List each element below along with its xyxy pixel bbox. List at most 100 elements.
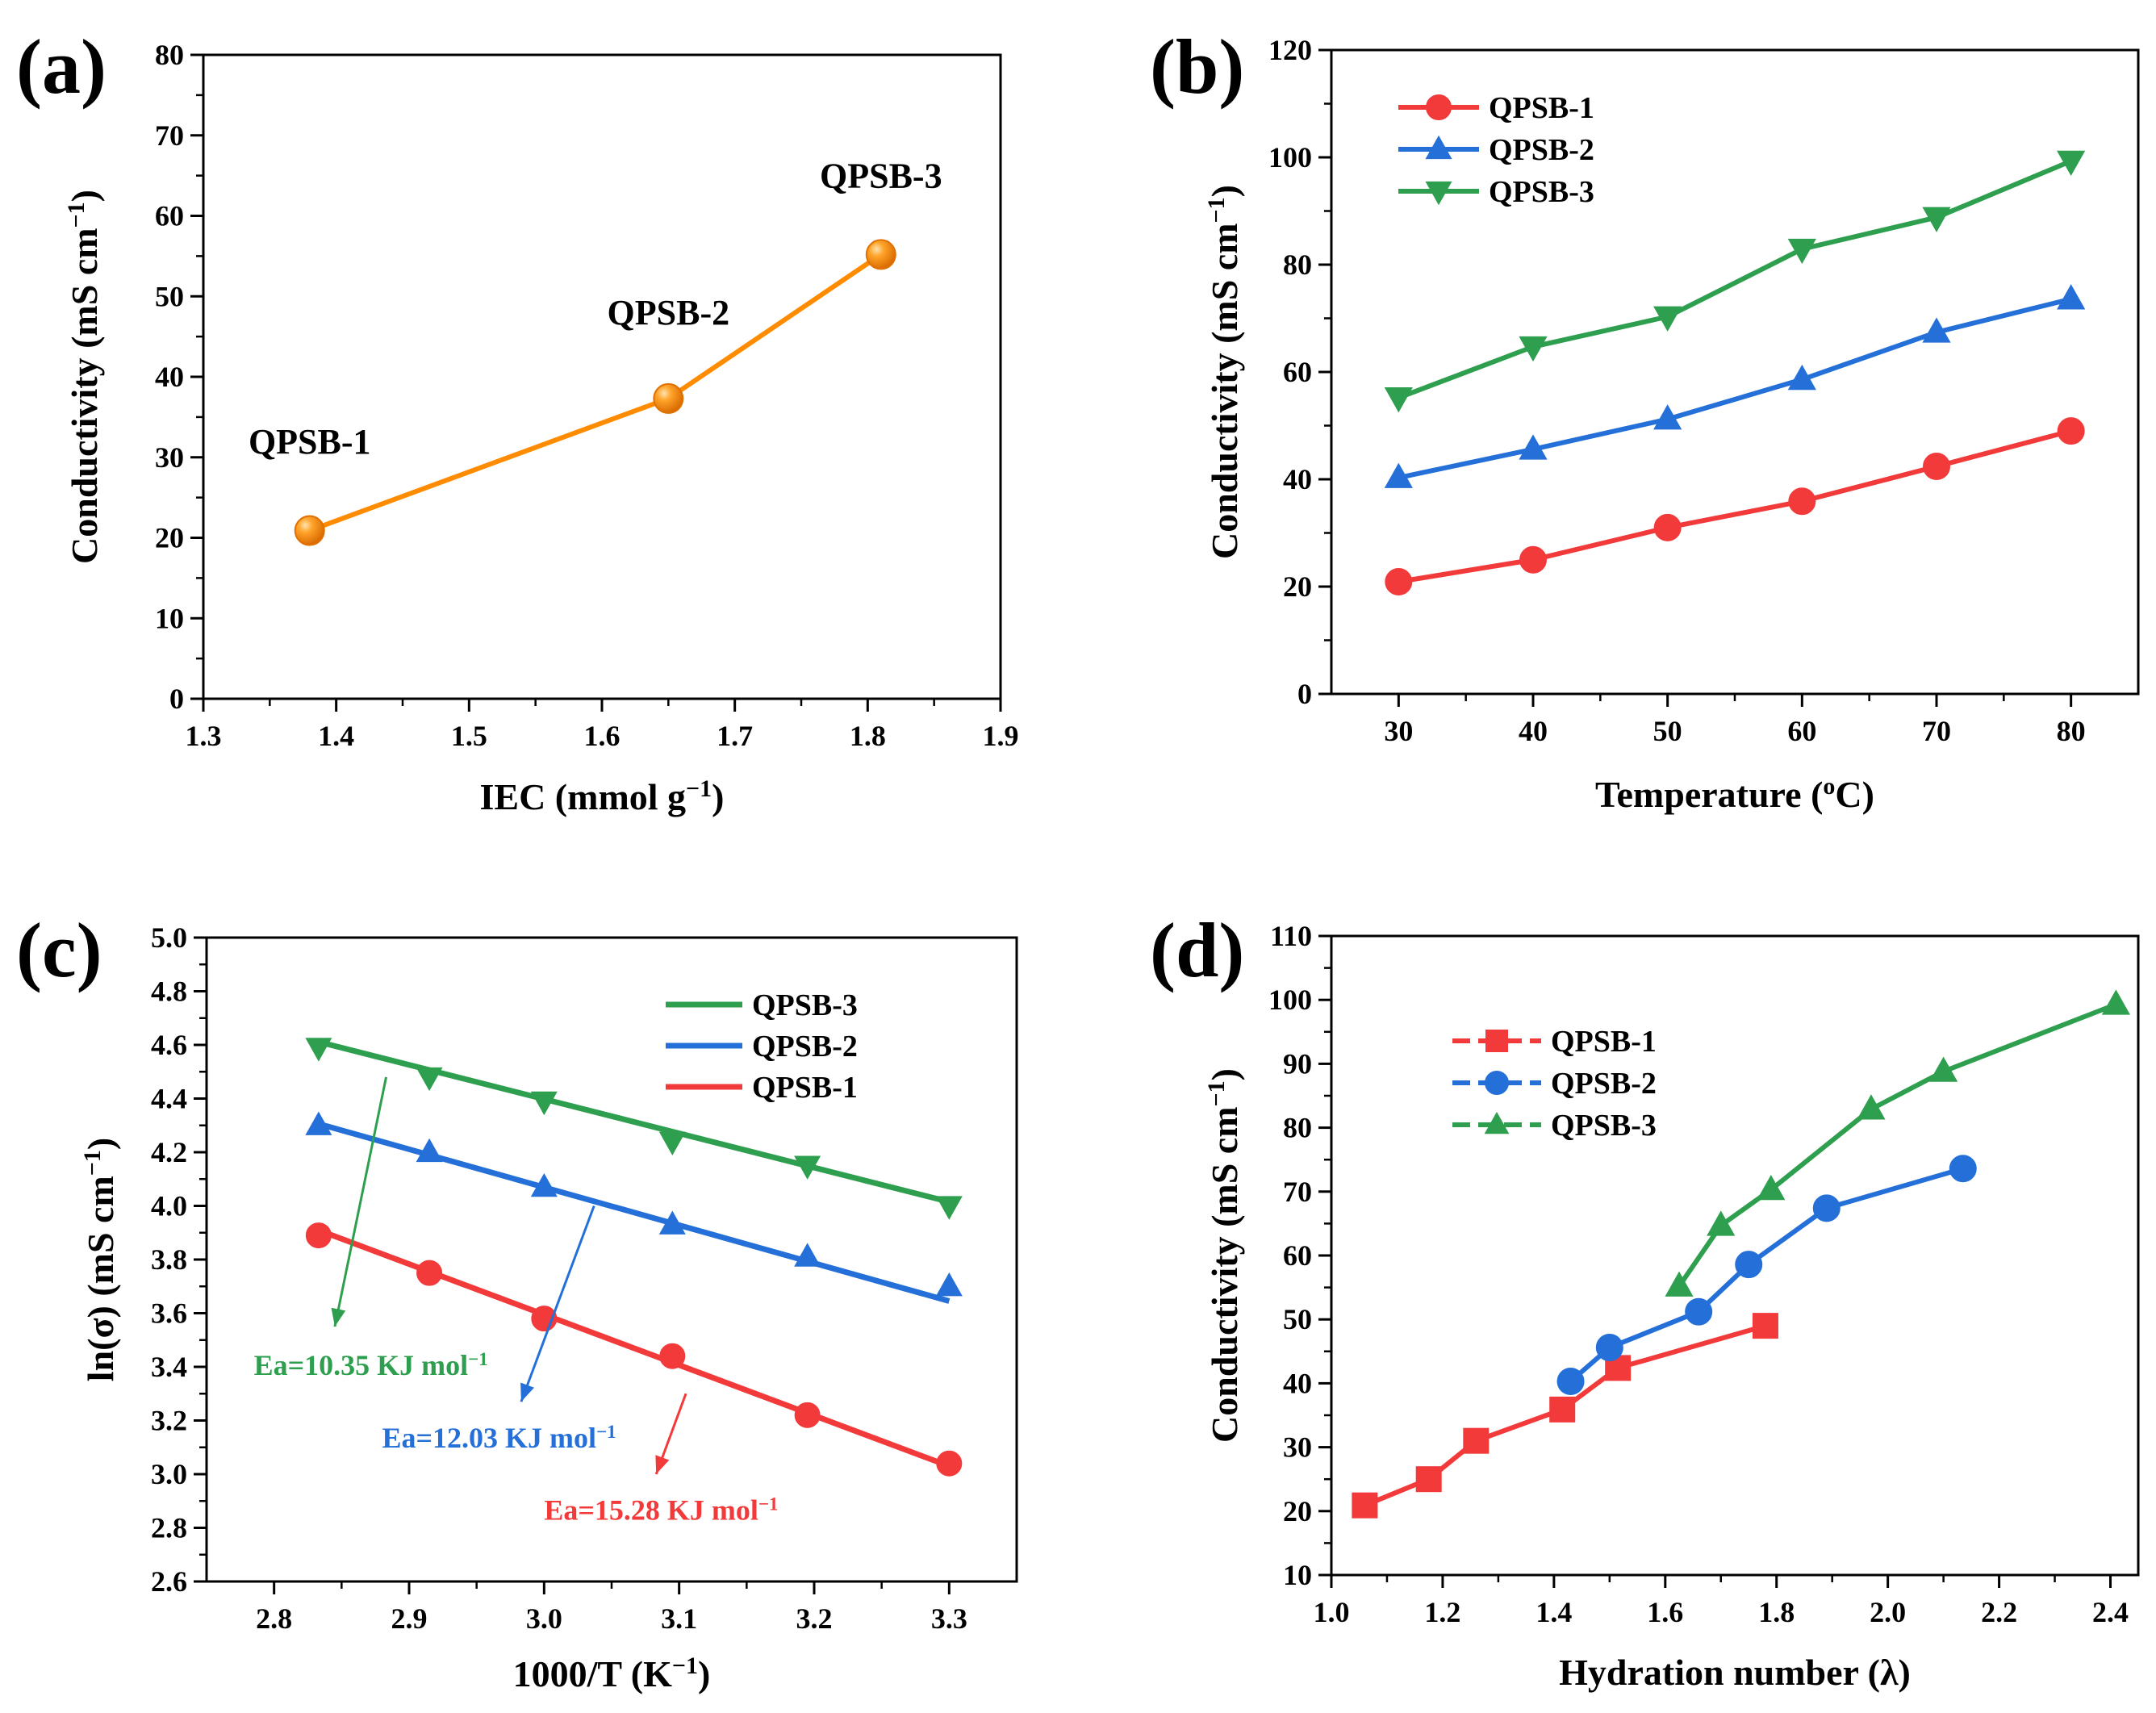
y-tick-label: 60 [1283, 356, 1312, 388]
data-point [1352, 1492, 1378, 1519]
fit-line [313, 1120, 951, 1304]
y-tick-label: 10 [155, 602, 184, 634]
legend-marker [1425, 181, 1452, 206]
y-axis-label-end: ) [1204, 1068, 1245, 1080]
data-point [1923, 453, 1950, 481]
y-tick-label: 50 [155, 280, 184, 312]
x-tick-label: 1.3 [186, 720, 222, 752]
annotation-label: Ea=12.03 KJ mol−1 [382, 1421, 616, 1454]
data-point [530, 1172, 558, 1197]
y-axis-label-sup: −1 [1203, 197, 1230, 223]
legend-label: QPSB-1 [752, 1071, 858, 1105]
x-tick-label: 2.9 [391, 1602, 428, 1635]
data-point [305, 1222, 332, 1249]
data-point [794, 1243, 821, 1267]
data-point [1929, 1056, 1958, 1082]
data-point [1857, 1094, 1886, 1120]
data-point [1757, 1175, 1786, 1201]
x-tick-label: 2.4 [2092, 1596, 2129, 1628]
data-point [2057, 417, 2085, 445]
data-point [294, 515, 325, 546]
x-axis-label-sup: −1 [686, 775, 712, 802]
panel-a: (a) 1.3 1.4 1.5 1.6 1.7 1.8 1.9 0 10 20 30 40 50 60 70 8… [16, 23, 1019, 817]
data-point [936, 1450, 963, 1477]
plot-frame [205, 936, 1018, 1583]
series-QPSB-1 [1385, 417, 2085, 596]
legend-label: QPSB-2 [1551, 1067, 1657, 1101]
y-axis-label-sup: −1 [79, 1150, 106, 1176]
x-axis-label: Temperature (oC) [1595, 773, 1874, 816]
x-tick-label: 3.1 [661, 1602, 697, 1635]
data-point [1463, 1427, 1490, 1454]
data-point [1787, 238, 1816, 265]
x-axis-label-text: Hydration number (λ) [1559, 1652, 1911, 1693]
data-point [1788, 487, 1816, 516]
y-tick-label: 40 [1283, 463, 1312, 495]
legend-label: QPSB-2 [1489, 133, 1594, 167]
annotation-label-text: Ea=15.28 KJ mol [544, 1494, 758, 1527]
x-tick-label: 30 [1384, 715, 1413, 747]
plot-frame [1330, 48, 2140, 696]
panel-b: (b) 30 40 50 60 70 80 0 20 40 60 80 100 120 Temperatur… [1150, 23, 2140, 816]
y-tick-label: 0 [169, 683, 184, 715]
panel-label-c: (c) [16, 907, 102, 993]
data-point [416, 1067, 443, 1092]
series-Conductivity [294, 239, 896, 546]
x-tick-label: 2.2 [1981, 1596, 2017, 1628]
y-axis-label-text: Conductivity (mS cm [1204, 1106, 1245, 1443]
data-point [1519, 434, 1548, 460]
series-line [308, 252, 883, 533]
legend-label: QPSB-1 [1551, 1025, 1657, 1059]
legend-label: QPSB-2 [752, 1030, 858, 1063]
x-tick-label: 1.6 [1647, 1596, 1683, 1628]
series-QPSB-3 [1665, 989, 2131, 1297]
data-point [1653, 513, 1682, 541]
data-point [794, 1155, 821, 1180]
y-tick-label: 40 [1283, 1367, 1312, 1399]
annotation-label: QPSB-2 [608, 293, 730, 332]
series-QPSB-3 [1384, 150, 2086, 413]
x-axis-label: IEC (mmol g−1) [480, 775, 725, 818]
y-tick-label: 3.4 [151, 1351, 187, 1383]
annotation-label: QPSB-1 [249, 422, 371, 462]
annotation-label: Ea=10.35 KJ mol−1 [254, 1348, 488, 1381]
data-point [1685, 1297, 1713, 1326]
data-point [935, 1196, 963, 1220]
series-line [1398, 428, 2072, 584]
y-axis-label-end: ) [80, 1138, 121, 1150]
legend-label: QPSB-3 [1489, 175, 1594, 209]
y-tick-label: 100 [1268, 984, 1312, 1016]
data-point [1707, 1210, 1736, 1236]
y-axis-label-text: Conductivity (mS cm [1204, 223, 1245, 559]
x-axis-label-text: Temperature ( [1595, 774, 1823, 815]
data-point [305, 1111, 332, 1135]
annotation-label-sup: −1 [468, 1348, 488, 1368]
y-tick-label: 100 [1268, 141, 1312, 173]
y-tick-label: 60 [1283, 1239, 1312, 1272]
y-tick-label: 20 [155, 522, 184, 554]
x-tick-label: 1.8 [850, 720, 886, 752]
data-point [1735, 1251, 1763, 1279]
y-tick-label: 3.2 [151, 1405, 187, 1437]
y-tick-label: 4.8 [151, 976, 187, 1008]
x-axis-label: 1000/T (K−1) [513, 1652, 711, 1695]
data-point [416, 1138, 443, 1163]
y-tick-label: 110 [1270, 920, 1312, 952]
series-QPSB-1 [305, 1222, 963, 1477]
y-tick-label: 3.0 [151, 1458, 187, 1490]
data-point [865, 239, 896, 270]
x-tick-label: 1.4 [318, 720, 354, 752]
y-tick-label: 120 [1268, 34, 1312, 66]
x-tick-label: 1.7 [717, 720, 753, 752]
series-QPSB-1 [1352, 1313, 1778, 1519]
data-point [1384, 387, 1413, 413]
legend-marker [1426, 94, 1452, 120]
y-axis-label-text: Conductivity (mS cm [64, 228, 105, 564]
data-point [935, 1272, 963, 1297]
y-axis-label: Conductivity (mS cm−1) [1203, 1068, 1246, 1443]
data-point [658, 1131, 686, 1155]
x-tick-label: 1.6 [584, 720, 620, 752]
annotation-label-text: Ea=10.35 KJ mol [254, 1349, 469, 1381]
y-axis-label-end: ) [1204, 185, 1245, 197]
x-tick-label: 50 [1653, 715, 1682, 747]
